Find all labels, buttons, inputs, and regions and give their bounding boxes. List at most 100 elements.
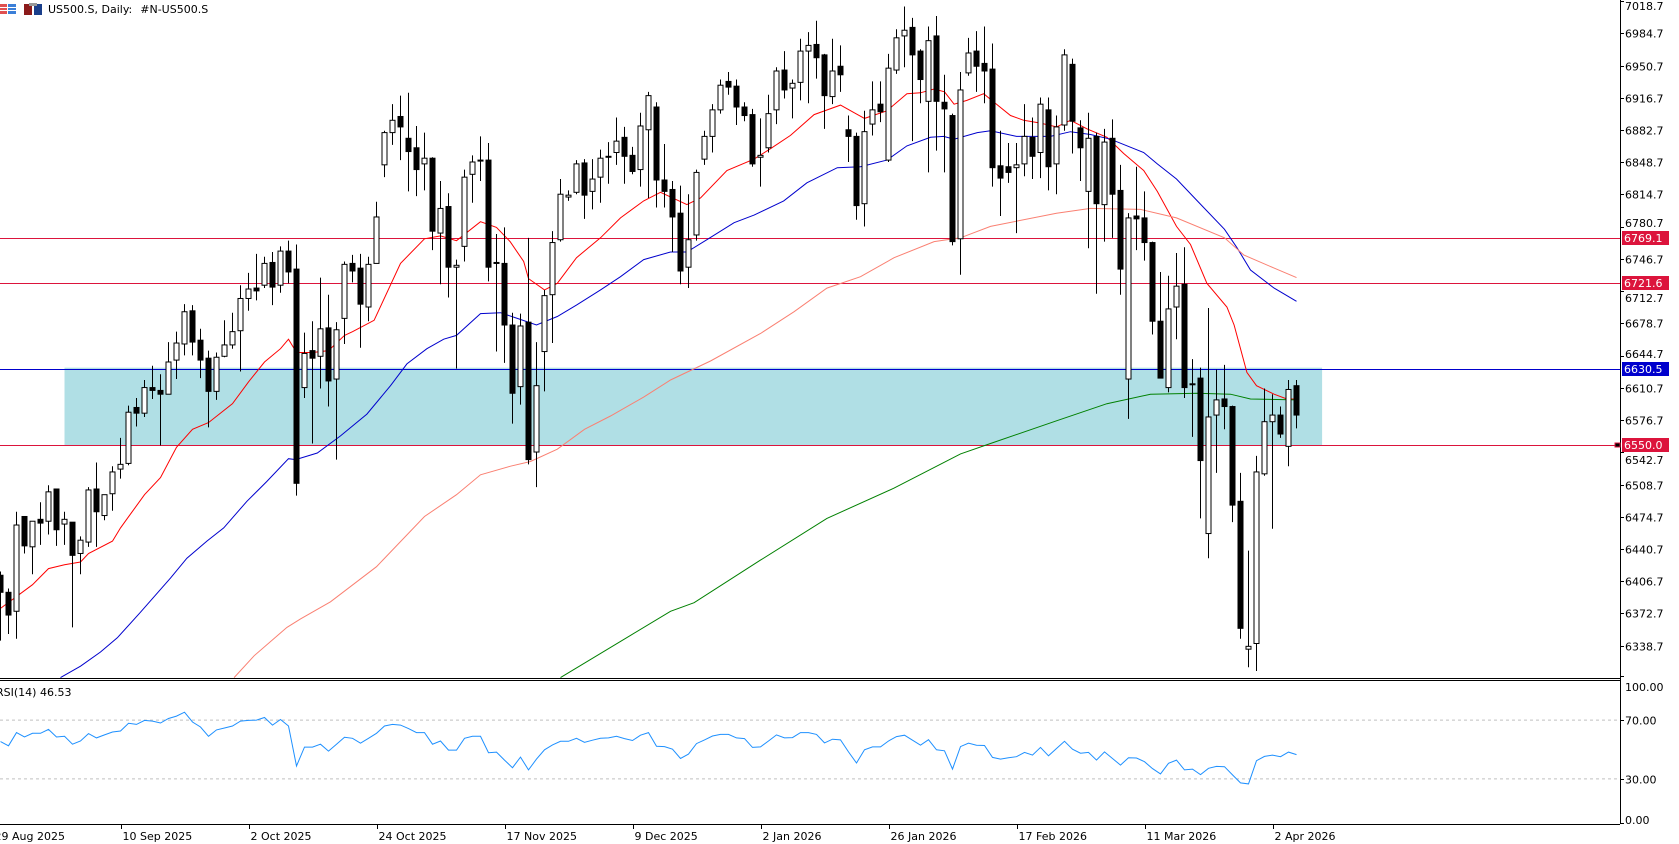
candle — [973, 31, 980, 92]
candle — [109, 466, 116, 511]
bear-candle-body — [1221, 398, 1228, 408]
bear-candle-body — [253, 287, 260, 292]
candle — [421, 132, 428, 191]
bear-candle-body — [189, 310, 196, 343]
candle — [0, 571, 4, 641]
bull-candle-body — [869, 109, 876, 125]
moving-averages — [0, 88, 1297, 679]
bull-candle-body — [85, 489, 92, 543]
bull-candle-body — [1205, 416, 1212, 535]
bull-candle-body — [805, 44, 812, 52]
candle — [573, 160, 580, 195]
bull-candle-body — [925, 40, 932, 102]
candle — [1029, 117, 1036, 180]
candle — [293, 244, 300, 496]
candle — [829, 38, 836, 105]
candle — [1213, 369, 1220, 473]
bear-candle-body — [1069, 63, 1076, 122]
bear-candle-body — [877, 103, 884, 113]
bull-candle-body — [117, 463, 124, 470]
bear-candle-body — [349, 262, 356, 272]
bull-candle-body — [437, 207, 444, 234]
bear-candle-body — [37, 518, 44, 524]
bear-candle-body — [69, 521, 76, 556]
candle — [1101, 128, 1108, 242]
candle — [237, 285, 244, 372]
candle — [1205, 307, 1212, 559]
bear-candle-body — [781, 69, 788, 91]
time-axis[interactable]: 29 Aug 2025 10 Sep 2025 2 Oct 2025 24 Oct 2… — [0, 824, 1336, 843]
candle — [21, 515, 28, 554]
candle — [349, 254, 356, 283]
candle — [1293, 379, 1300, 429]
bear-candle-body — [653, 106, 660, 181]
candle — [165, 342, 172, 395]
candle — [917, 49, 924, 104]
candle — [581, 159, 588, 219]
candle — [53, 488, 60, 546]
bear-candle-body — [725, 80, 732, 88]
rsi-tick-label: 70.00 — [1625, 715, 1657, 728]
bull-candle-body — [125, 411, 132, 464]
bull-candle-body — [829, 70, 836, 98]
candle — [405, 92, 412, 192]
menu-grid-icon[interactable] — [0, 3, 16, 15]
candle — [77, 536, 84, 575]
price-axis[interactable]: 7018.7 6984.7 6950.7 6916.7 6882.7 6848.7 6814… — [1620, 0, 1664, 827]
price-tick-label: 6474.7 — [1625, 512, 1664, 525]
candle — [117, 437, 124, 479]
bull-candle-body — [333, 329, 340, 380]
candle — [845, 115, 852, 162]
candle — [1021, 104, 1028, 177]
bull-candle-body — [381, 132, 388, 166]
bear-candle-body — [501, 262, 508, 326]
candle — [597, 149, 604, 203]
candle — [621, 126, 628, 184]
candle — [261, 256, 268, 289]
rsi-tick-label: 30.00 — [1625, 774, 1657, 787]
candle — [997, 130, 1004, 217]
price-tick-label: 6610.7 — [1625, 383, 1664, 396]
candle — [1125, 213, 1132, 419]
candle — [445, 193, 452, 298]
bull-candle-body — [1245, 645, 1252, 650]
bear-candle-body — [445, 206, 452, 268]
bull-candle-body — [1053, 126, 1060, 165]
bear-candle-body — [1197, 377, 1204, 462]
candle — [1189, 359, 1196, 437]
bear-candle-body — [669, 188, 676, 218]
candle — [1117, 164, 1124, 295]
chart-header: US500.S, Daily: #N-US500.S — [0, 1, 208, 17]
candle — [1197, 367, 1204, 519]
price-tick-label: 6814.7 — [1625, 189, 1664, 202]
bull-candle-body — [861, 131, 868, 205]
bear-candle-body — [661, 179, 668, 192]
candle — [365, 256, 372, 322]
date-tick-label: 17 Feb 2026 — [1019, 830, 1087, 843]
bull-candle-body — [109, 471, 116, 495]
candle — [789, 79, 796, 119]
candle — [1077, 120, 1084, 181]
bull-candle-body — [1085, 137, 1092, 192]
bear-candle-body — [813, 43, 820, 59]
support-zone-rect — [64, 367, 1323, 446]
bull-candle-body — [245, 288, 252, 299]
candle — [693, 169, 700, 241]
bear-candle-body — [621, 136, 628, 157]
bear-candle-body — [1181, 283, 1188, 389]
one-click-trading-icon[interactable] — [24, 3, 42, 15]
candle — [141, 379, 148, 417]
candle — [429, 157, 436, 251]
bear-candle-body — [1141, 217, 1148, 244]
price-tick-label: 6372.7 — [1625, 608, 1664, 621]
candle — [1069, 58, 1076, 154]
candle — [1269, 394, 1276, 529]
bear-candle-body — [1005, 166, 1012, 173]
candle — [749, 108, 756, 167]
candle — [613, 117, 620, 165]
date-tick-label: 26 Jan 2026 — [891, 830, 957, 843]
bear-candle-body — [429, 157, 436, 232]
bear-candle-body — [5, 591, 12, 616]
candle — [901, 6, 908, 68]
